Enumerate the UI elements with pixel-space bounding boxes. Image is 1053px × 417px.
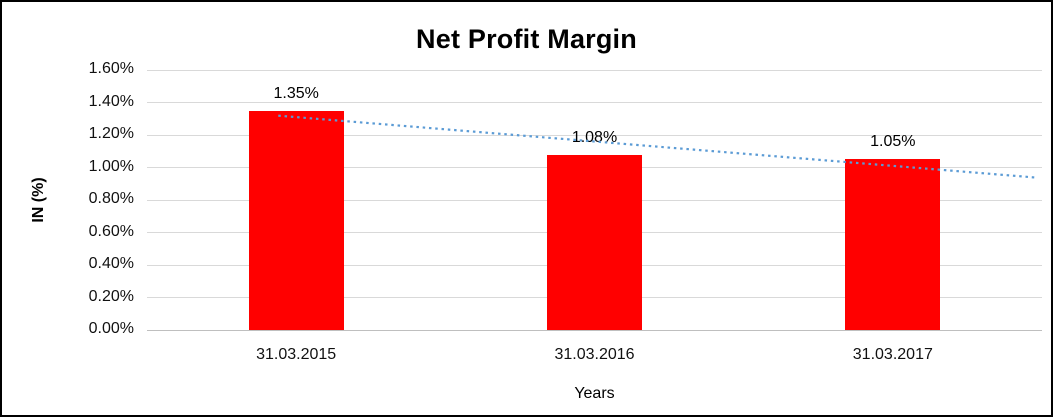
y-axis-title: IN (%)	[30, 177, 47, 223]
x-axis-tick-label: 31.03.2016	[554, 346, 635, 363]
data-label: 1.05%	[870, 133, 916, 151]
bar	[547, 154, 642, 330]
gridline	[147, 69, 1042, 71]
y-axis-tick-label: 0.60%	[88, 222, 134, 240]
x-axis-line	[147, 329, 1042, 331]
y-axis-tick-label: 0.40%	[88, 255, 134, 272]
data-label: 1.35%	[273, 84, 319, 102]
y-axis-tick-label: 1.40%	[88, 92, 134, 110]
y-axis-tick-label: 0.20%	[88, 287, 134, 305]
y-axis-tick-label: 1.60%	[88, 60, 134, 77]
gridline	[147, 102, 1042, 103]
x-axis-tick-label: 31.03.2017	[852, 346, 933, 363]
y-axis-tick-label: 1.00%	[88, 157, 134, 175]
bar	[845, 159, 941, 330]
y-axis-tick-label: 0.80%	[88, 190, 134, 207]
x-axis-tick-label: 31.03.2015	[256, 346, 337, 363]
bar	[248, 110, 344, 330]
y-axis-tick-label: 1.20%	[88, 125, 134, 142]
data-label: 1.08%	[571, 128, 618, 146]
x-axis-title: Years	[574, 385, 615, 402]
chart-title: Net Profit Margin	[416, 24, 637, 54]
y-axis-tick-label: 0.00%	[88, 320, 134, 337]
